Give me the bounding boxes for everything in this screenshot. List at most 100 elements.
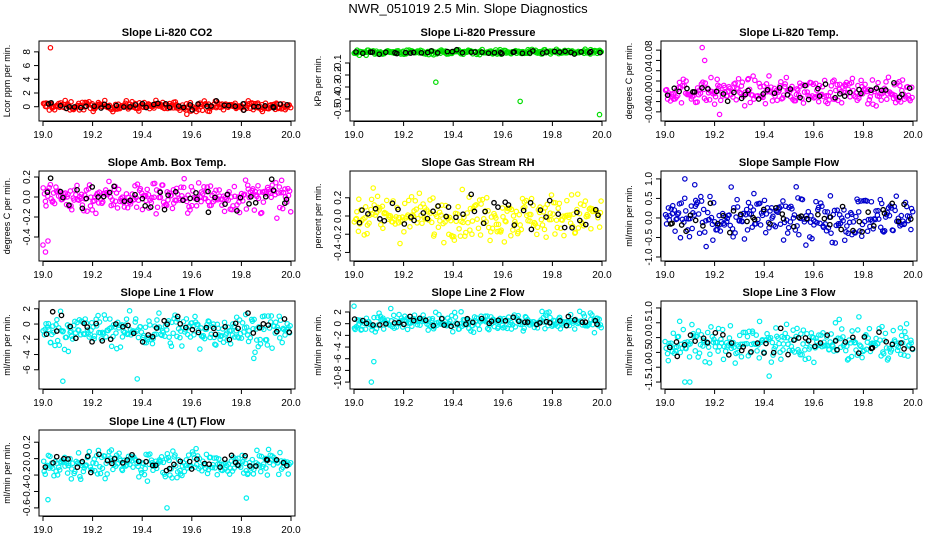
data-point-highlight: [401, 321, 407, 328]
data-point-highlight: [277, 101, 284, 108]
data-point: [796, 231, 802, 238]
x-tick-label: 20.0: [281, 525, 301, 536]
data-point-highlight: [529, 48, 536, 54]
data-point-highlight: [376, 322, 383, 328]
data-point: [461, 214, 467, 221]
data-point-highlight: [83, 103, 89, 110]
data-point-highlight: [164, 321, 171, 328]
data-point: [119, 467, 126, 474]
data-point-highlight: [488, 318, 495, 325]
data-point: [203, 451, 210, 458]
y-tick-label: 4: [22, 76, 33, 82]
data-point-highlight: [594, 321, 600, 328]
data-point-highlight: [889, 341, 896, 348]
data-point: [665, 205, 672, 211]
data-point: [733, 85, 740, 91]
data-point-highlight: [235, 462, 241, 468]
data-point-highlight: [495, 204, 501, 211]
data-point: [785, 224, 792, 231]
x-tick-label: 19.2: [705, 270, 725, 281]
y-tick-label: -0.2: [22, 466, 33, 484]
data-point: [232, 193, 238, 200]
data-point: [157, 194, 164, 201]
data-point: [753, 332, 760, 338]
data-point-highlight: [555, 211, 562, 217]
data-point: [782, 81, 789, 87]
data-point: [139, 206, 146, 213]
data-point: [135, 463, 141, 470]
data-point: [858, 343, 864, 350]
data-point-highlight: [691, 89, 698, 95]
data-point-highlight: [71, 104, 78, 110]
data-point: [251, 316, 257, 323]
data-point-highlight: [678, 222, 685, 228]
data-point: [51, 200, 58, 207]
data-point: [417, 322, 423, 328]
data-point: [102, 187, 109, 193]
data-point: [591, 329, 598, 336]
data-point: [148, 195, 155, 201]
data-point-highlight: [687, 212, 694, 219]
data-point: [702, 358, 708, 365]
data-point-highlight: [166, 465, 173, 472]
data-point: [588, 225, 594, 232]
data-point-highlight: [152, 462, 159, 469]
data-point: [170, 330, 176, 337]
data-point: [868, 198, 875, 205]
data-point: [475, 225, 482, 232]
data-point: [459, 186, 466, 193]
data-point: [428, 219, 435, 226]
x-tick-label: 19.8: [232, 398, 252, 409]
data-point: [873, 103, 879, 109]
data-point-highlight: [232, 103, 239, 110]
data-point: [135, 334, 142, 341]
data-point: [879, 228, 886, 234]
data-point: [838, 215, 845, 221]
data-point: [130, 464, 136, 470]
data-point: [154, 317, 160, 323]
data-point: [195, 321, 201, 328]
data-point: [407, 223, 413, 230]
data-point: [598, 198, 604, 204]
x-tick-label: 19.6: [804, 130, 824, 141]
data-point-highlight: [253, 463, 259, 469]
y-tick-label: 2: [22, 90, 33, 96]
data-point: [581, 313, 588, 320]
data-point: [855, 209, 862, 215]
data-point-highlight: [365, 211, 371, 217]
y-tick-label: 1.0: [644, 301, 655, 315]
data-point-highlight: [91, 103, 98, 110]
x-tick-label: 19.0: [655, 398, 675, 409]
data-point: [843, 79, 850, 86]
data-point: [811, 359, 817, 366]
data-point-highlight: [106, 189, 113, 196]
data-point-highlight: [410, 317, 417, 324]
data-point: [412, 198, 419, 204]
data-point: [362, 326, 369, 332]
y-tick-label: -6: [22, 365, 33, 374]
data-point-highlight: [132, 102, 139, 108]
y-tick-label: -2: [22, 334, 33, 343]
data-point-highlight: [270, 187, 277, 194]
data-point: [273, 179, 279, 186]
data-point: [772, 93, 778, 99]
data-point: [858, 233, 865, 240]
x-tick-label: 19.8: [543, 130, 563, 141]
data-point: [747, 204, 754, 210]
data-point-highlight: [469, 319, 476, 326]
data-point-highlight: [428, 48, 435, 54]
data-point: [159, 182, 166, 188]
data-point: [546, 309, 552, 315]
x-tick-label: 19.2: [394, 270, 414, 281]
data-point: [201, 335, 208, 342]
data-point: [510, 227, 516, 233]
data-point: [42, 471, 49, 478]
data-point: [883, 345, 890, 351]
data-point: [780, 347, 786, 353]
data-point: [142, 324, 149, 331]
data-point-highlight: [745, 87, 751, 94]
data-point: [744, 227, 751, 233]
data-point-highlight: [143, 458, 149, 465]
data-point-highlight: [664, 92, 671, 99]
data-point-highlight: [359, 317, 366, 324]
